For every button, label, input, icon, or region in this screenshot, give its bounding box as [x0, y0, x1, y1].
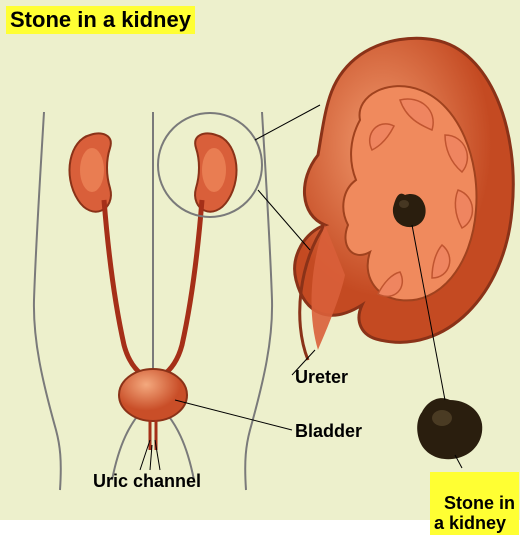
label-stone: Stone in a kidney: [430, 472, 519, 535]
title-text: Stone in a kidney: [10, 7, 191, 32]
kidney-stone: [393, 194, 426, 227]
title: Stone in a kidney: [6, 6, 195, 34]
label-ureter: Ureter: [295, 368, 348, 388]
diagram-canvas: [0, 0, 520, 520]
label-uric-channel: Uric channel: [93, 472, 201, 492]
label-bladder: Bladder: [295, 422, 362, 442]
